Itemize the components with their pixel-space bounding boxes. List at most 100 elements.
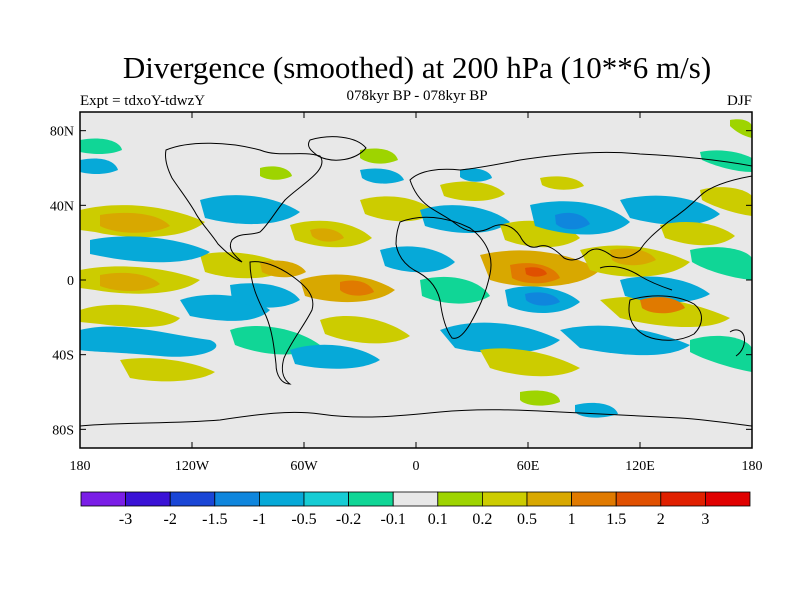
field-patch — [200, 195, 300, 225]
field-patch — [80, 326, 217, 357]
field-patch — [460, 168, 492, 182]
greenland-coast — [307, 136, 367, 161]
antarctica-coast — [80, 409, 752, 427]
field-patch — [525, 267, 547, 277]
field-patch — [440, 181, 505, 201]
eurasia-coast — [409, 151, 752, 261]
field-patch — [360, 148, 398, 164]
field-patch — [525, 292, 560, 306]
field-patch — [480, 348, 580, 377]
field-patch — [700, 150, 752, 172]
lon-tick-label: 120W — [175, 459, 210, 474]
field-patch — [700, 187, 752, 216]
coastlines — [80, 136, 752, 427]
lon-axis: 180 120W 60W 0 60E 120E 180 — [70, 112, 763, 474]
lat-axis: 80N 40N 0 40S 80S — [50, 125, 752, 438]
season-label: DJF — [726, 93, 752, 109]
field-patch — [690, 335, 752, 372]
africa-coast — [395, 216, 492, 339]
lat-tick-label: 80N — [50, 125, 74, 140]
field-patch — [80, 138, 122, 154]
colorbar-swatch — [660, 491, 706, 507]
colorbar-swatch — [705, 491, 751, 507]
colorbar-label: -1 — [253, 511, 266, 528]
colorbar: -3 -2 -1.5 -1 -0.5 -0.2 -0.1 0.1 0.2 0.5 1 1.5 2 3 — [80, 491, 751, 528]
field-patch — [290, 344, 380, 369]
colorbar-swatch — [571, 491, 617, 507]
colorbar-label: 2 — [657, 511, 665, 528]
colorbar-swatch — [125, 491, 171, 507]
colorbar-label: -2 — [164, 511, 177, 528]
lon-tick-label: 60W — [290, 459, 318, 474]
lon-tick-label: 60E — [517, 459, 540, 474]
lat-tick-label: 0 — [67, 274, 74, 289]
colorbar-label: 1 — [568, 511, 576, 528]
maritime-continent-coast — [599, 265, 673, 291]
field-patch — [620, 276, 710, 303]
colorbar-label: 3 — [701, 511, 709, 528]
divergence-field — [80, 119, 752, 418]
lat-tick-label: 80S — [52, 423, 74, 438]
lon-tick-label: 180 — [742, 459, 763, 474]
field-patch — [90, 236, 210, 263]
colorbar-label: -0.5 — [291, 511, 316, 528]
colorbar-swatch — [214, 491, 260, 507]
new-zealand-coast — [729, 329, 745, 357]
lat-tick-label: 40S — [52, 349, 74, 364]
field-patch — [730, 119, 752, 138]
field-patch — [560, 325, 690, 356]
field-patch — [640, 297, 685, 314]
period-label: 078kyr BP - 078kyr BP — [346, 88, 488, 104]
field-patch — [440, 322, 560, 354]
field-patch — [80, 158, 118, 174]
chart-title: Divergence (smoothed) at 200 hPa (10**6 … — [122, 50, 712, 85]
colorbar-swatch — [169, 491, 216, 507]
lon-tick-label: 180 — [70, 459, 91, 474]
colorbar-label: -0.1 — [381, 511, 406, 528]
lon-tick-label: 120E — [625, 459, 655, 474]
colorbar-swatch — [481, 491, 528, 507]
australia-coast — [628, 295, 702, 341]
colorbar-swatch — [303, 491, 349, 507]
north-america-coast — [165, 142, 323, 263]
colorbar-label: -0.2 — [336, 511, 361, 528]
field-patch — [610, 248, 656, 266]
experiment-label: Expt = tdxoY-tdwzY — [80, 93, 206, 109]
field-patch — [100, 212, 170, 233]
field-patch — [690, 247, 752, 280]
south-america-coast — [249, 261, 314, 385]
colorbar-swatch — [258, 491, 305, 507]
colorbar-label: 0.2 — [472, 511, 492, 528]
field-patch — [260, 166, 292, 180]
field-patch — [340, 280, 374, 296]
colorbar-label: -3 — [119, 511, 132, 528]
field-patch — [310, 228, 344, 242]
field-patch — [230, 325, 320, 355]
colorbar-swatch — [615, 491, 662, 507]
field-patch — [120, 358, 215, 382]
colorbar-label: -1.5 — [202, 511, 227, 528]
colorbar-swatch — [526, 491, 572, 507]
lon-tick-label: 0 — [413, 459, 420, 474]
field-patch — [540, 176, 584, 190]
field-patch — [555, 212, 590, 230]
field-patch — [420, 205, 510, 233]
colorbar-swatch — [348, 491, 394, 507]
field-patch — [320, 315, 410, 344]
colorbar-swatch — [392, 491, 439, 507]
field-patch — [80, 304, 180, 328]
field-patch — [620, 195, 720, 225]
colorbar-label: 0.5 — [517, 511, 537, 528]
field-patch — [360, 196, 435, 222]
field-patch — [660, 222, 735, 246]
colorbar-label: 0.1 — [428, 511, 448, 528]
field-patch — [420, 276, 490, 304]
field-patch — [520, 390, 560, 406]
colorbar-label: 1.5 — [606, 511, 626, 528]
field-patch — [360, 168, 404, 184]
colorbar-swatch — [80, 491, 126, 507]
field-patch — [230, 283, 300, 308]
lat-tick-label: 40N — [50, 199, 74, 214]
colorbar-swatch — [437, 491, 483, 507]
